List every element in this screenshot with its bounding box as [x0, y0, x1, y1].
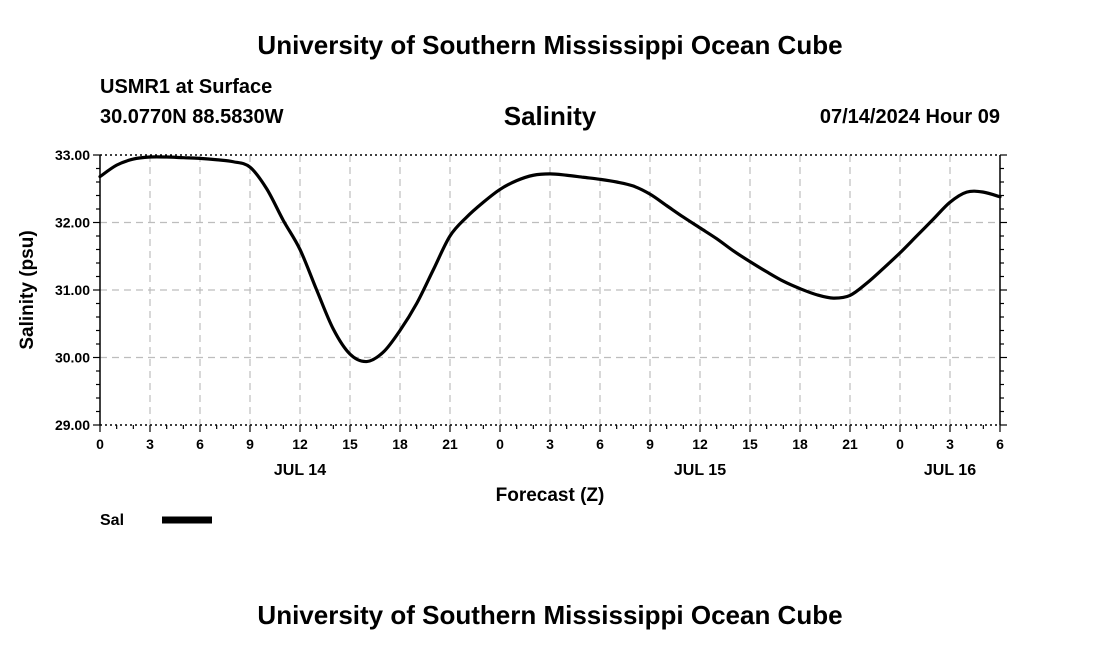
x-tick-label: 3: [146, 436, 154, 452]
tick-labels: 29.00 30.00 31.00 32.00 33.00 0 3 6 9 12 15 18 21 0 3 6…: [55, 147, 1004, 479]
y-tick-label: 31.00: [55, 282, 90, 298]
x-tick-label: 6: [596, 436, 604, 452]
x-tick-label: 18: [392, 436, 408, 452]
legend: Sal: [100, 512, 212, 529]
x-tick-label: 3: [946, 436, 954, 452]
axes: [93, 154, 1007, 432]
x-tick-label: 15: [742, 436, 758, 452]
station-coordinates: 30.0770N 88.5830W: [100, 106, 284, 128]
x-tick-label: 18: [792, 436, 808, 452]
x-tick-label: 0: [496, 436, 504, 452]
x-tick-label: 0: [96, 436, 104, 452]
day-label: JUL 14: [274, 462, 326, 479]
valid-time: 07/14/2024 Hour 09: [819, 106, 1000, 128]
x-tick-label: 12: [692, 436, 708, 452]
footer-title: University of Southern Mississippi Ocean…: [257, 600, 843, 630]
legend-label: Sal: [100, 512, 124, 529]
x-tick-label: 21: [442, 436, 458, 452]
x-tick-label: 3: [546, 436, 554, 452]
x-tick-label: 15: [342, 436, 358, 452]
grid-lines: [100, 155, 1000, 425]
chart-title: Salinity: [503, 101, 597, 131]
x-tick-label: 6: [196, 436, 204, 452]
series-lines: [98, 155, 1002, 364]
day-label: JUL 15: [674, 462, 726, 479]
y-tick-label: 29.00: [55, 417, 90, 433]
x-tick-label: 6: [996, 436, 1004, 452]
y-axis-label: Salinity (psu): [17, 230, 38, 349]
y-tick-label: 33.00: [55, 147, 90, 163]
page-title: University of Southern Mississippi Ocean…: [257, 30, 843, 60]
y-tick-label: 32.00: [55, 215, 90, 231]
x-tick-label: 9: [646, 436, 654, 452]
y-tick-label: 30.00: [55, 350, 90, 366]
series-line-sal: [98, 155, 1002, 364]
x-tick-label: 0: [896, 436, 904, 452]
station-name: USMR1 at Surface: [100, 76, 273, 98]
x-axis-label: Forecast (Z): [496, 485, 605, 506]
x-tick-label: 21: [842, 436, 858, 452]
x-tick-label: 9: [246, 436, 254, 452]
x-tick-label: 12: [292, 436, 308, 452]
day-label: JUL 16: [924, 462, 976, 479]
